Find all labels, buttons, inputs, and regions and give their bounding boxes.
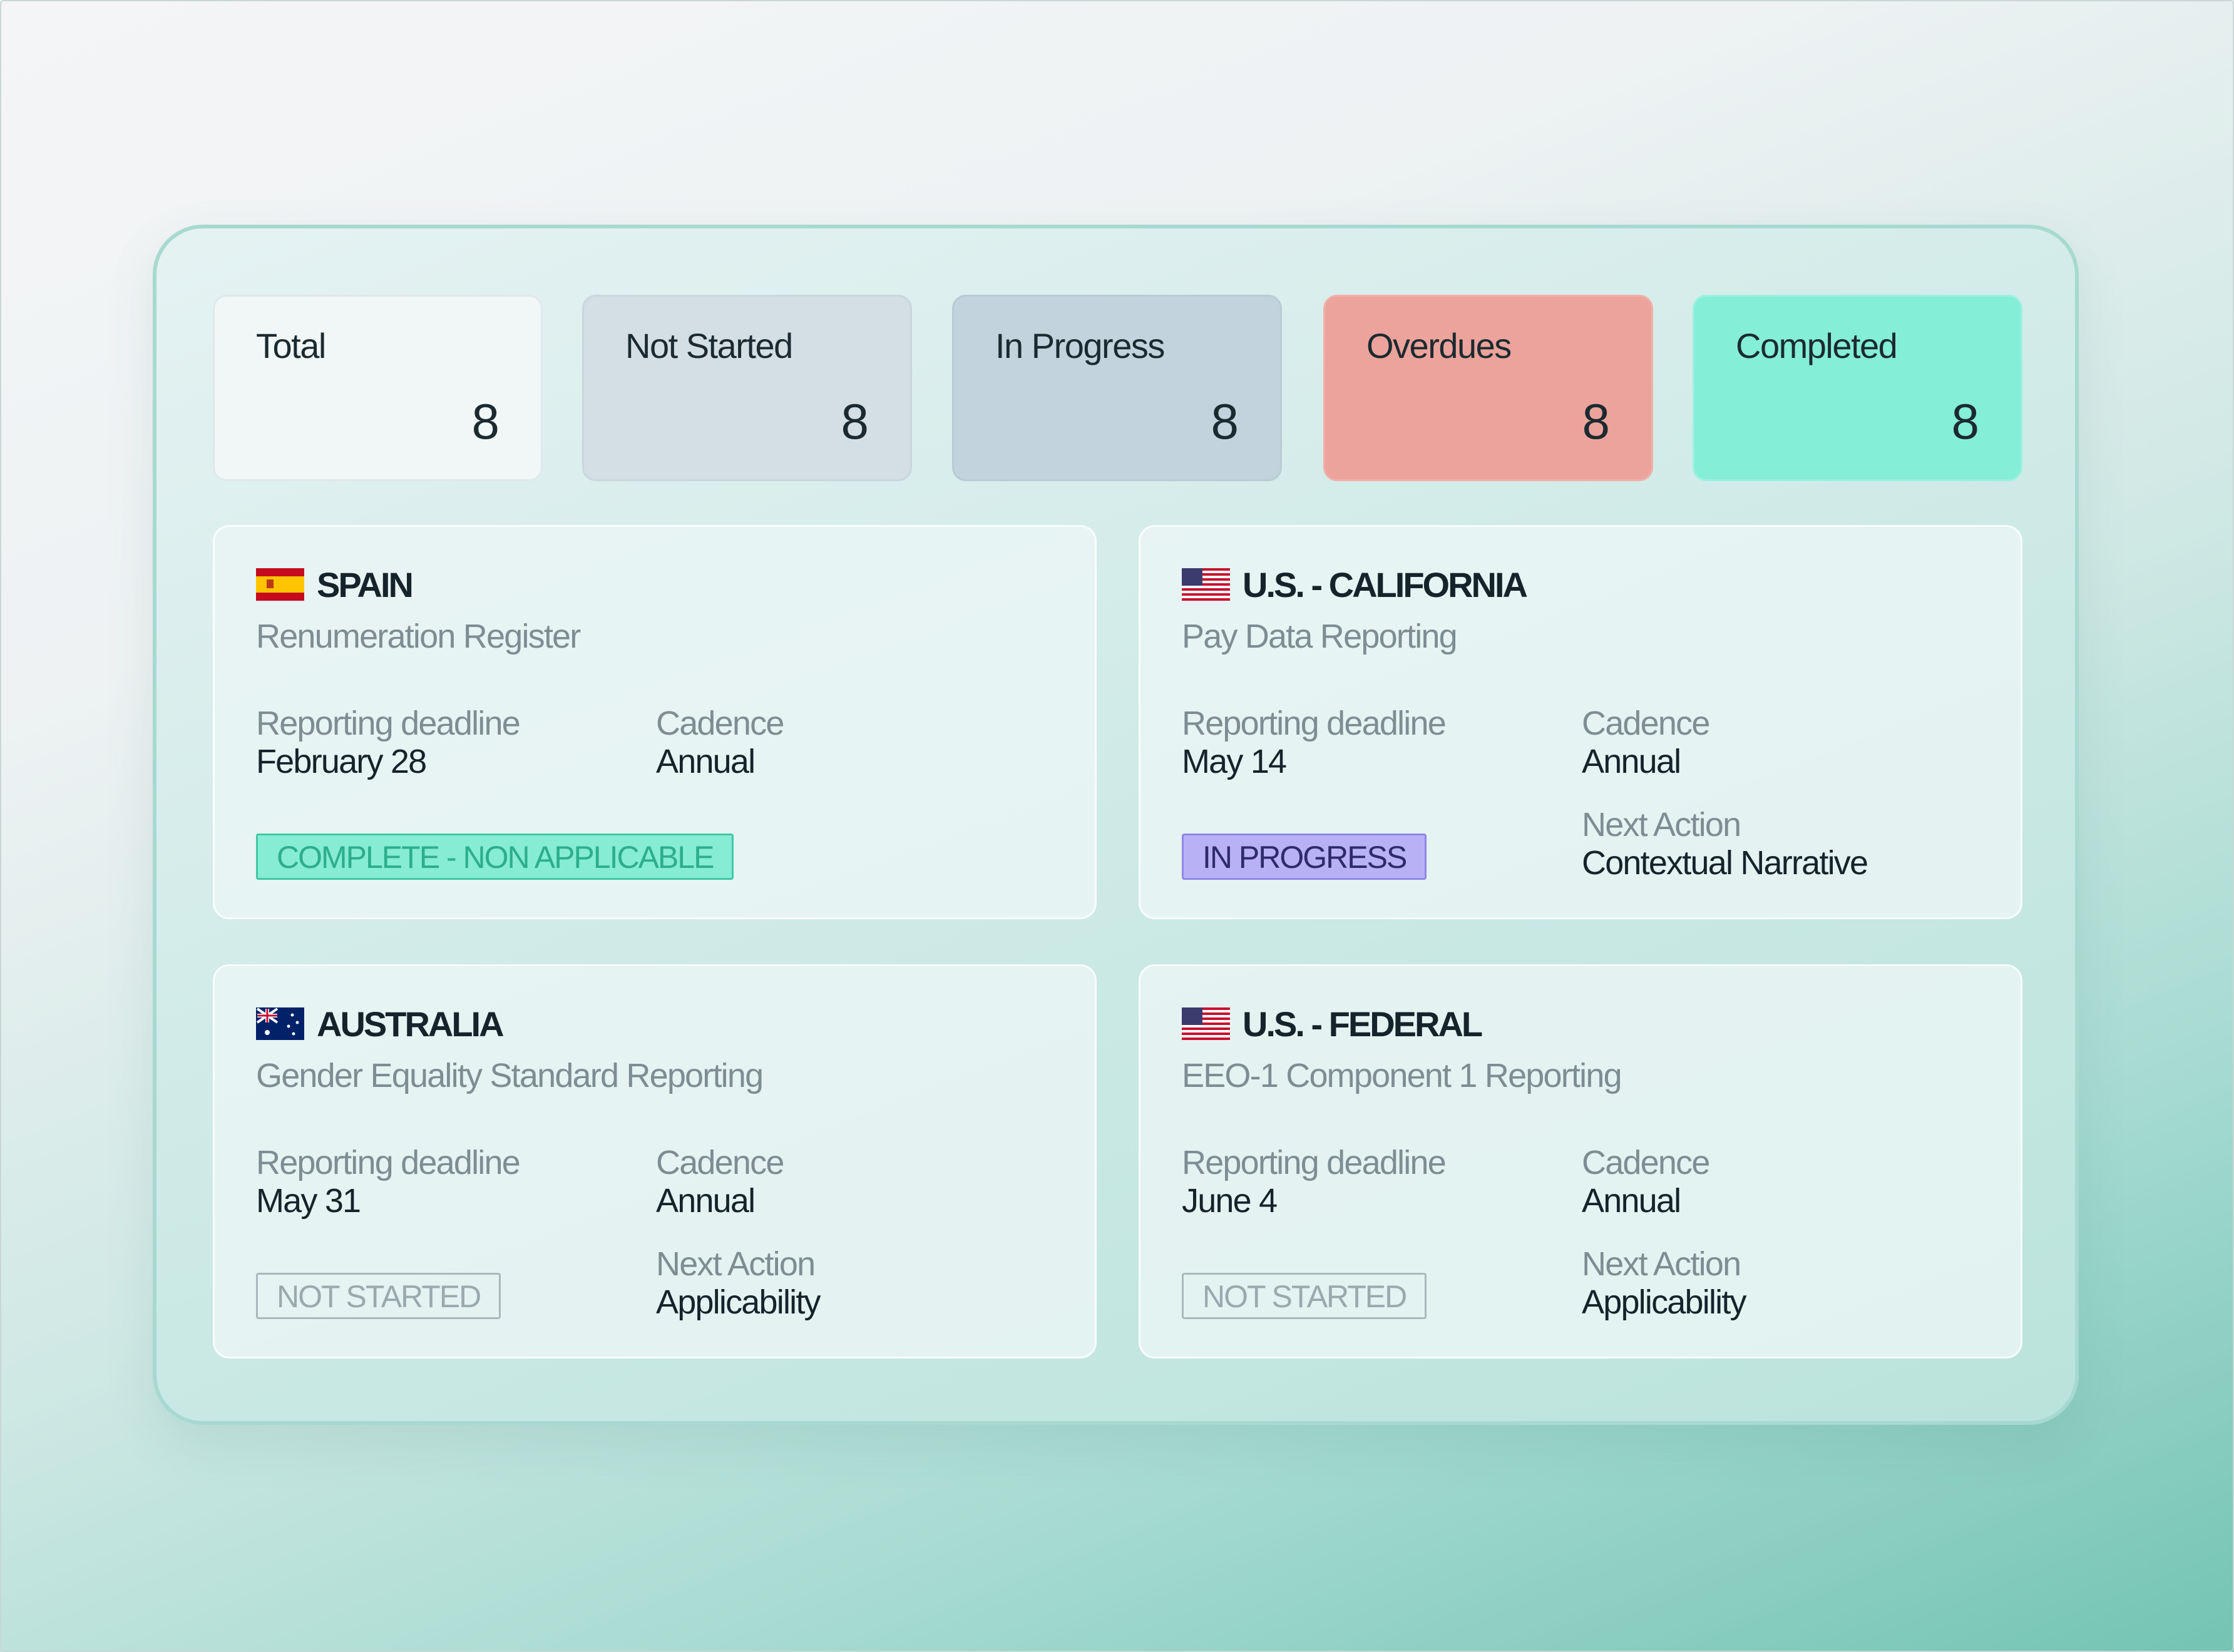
cadence-label: Cadence (656, 1144, 784, 1181)
spain-flag-icon (256, 568, 304, 601)
cadence-value: Annual (1582, 743, 1681, 780)
stat-label: In Progress (995, 326, 1165, 365)
stat-label: Total (256, 326, 326, 365)
next-action-label: Next Action (656, 1245, 816, 1283)
stat-count: 8 (471, 394, 500, 449)
stat-label: Overdues (1366, 326, 1512, 365)
stat-not-started[interactable]: Not Started 8 (582, 295, 912, 481)
stat-label: Not Started (625, 326, 793, 365)
next-action-label: Next Action (1582, 806, 1741, 844)
stat-count: 8 (1582, 394, 1611, 449)
card-program: EEO-1 Component 1 Reporting (1182, 1057, 1622, 1094)
status-badge: IN PROGRESS (1182, 834, 1427, 880)
cadence-value: Annual (656, 743, 756, 780)
cadence-label: Cadence (1582, 1144, 1710, 1181)
cadence-value: Annual (656, 1182, 756, 1220)
card-country: U.S. - CALIFORNIA (1243, 565, 1528, 604)
next-action-value: Applicability (1582, 1283, 1747, 1321)
deadline-label: Reporting deadline (256, 705, 521, 742)
stat-count: 8 (841, 394, 869, 449)
cadence-value: Annual (1582, 1182, 1681, 1220)
stat-overdues[interactable]: Overdues 8 (1323, 295, 1653, 481)
deadline-label: Reporting deadline (1182, 705, 1447, 742)
australia-flag-icon (256, 1007, 304, 1040)
deadline-value: February 28 (256, 743, 427, 780)
card-country: SPAIN (317, 565, 414, 604)
status-badge: NOT STARTED (1182, 1273, 1427, 1319)
deadline-value: May 14 (1182, 743, 1287, 780)
compliance-card-us-federal[interactable]: U.S. - FEDERAL EEO-1 Component 1 Reporti… (1139, 964, 2022, 1359)
card-country: U.S. - FEDERAL (1243, 1004, 1483, 1044)
status-badge: NOT STARTED (256, 1273, 501, 1319)
card-program: Renumeration Register (256, 618, 581, 655)
stat-count: 8 (1951, 394, 1980, 449)
deadline-value: June 4 (1182, 1182, 1278, 1220)
stat-label: Completed (1736, 326, 1898, 365)
status-badge: COMPLETE - NON APPLICABLE (256, 834, 734, 880)
stat-completed[interactable]: Completed 8 (1693, 295, 2022, 481)
deadline-value: May 31 (256, 1182, 361, 1220)
compliance-card-us-california[interactable]: U.S. - CALIFORNIA Pay Data Reporting Rep… (1139, 525, 2022, 919)
next-action-value: Applicability (656, 1283, 821, 1321)
cadence-label: Cadence (1582, 705, 1710, 742)
stat-in-progress[interactable]: In Progress 8 (952, 295, 1282, 481)
us-flag-icon (1182, 568, 1230, 601)
stat-count: 8 (1211, 394, 1239, 449)
deadline-label: Reporting deadline (1182, 1144, 1447, 1181)
compliance-card-australia[interactable]: AUSTRALIA Gender Equality Standard Repor… (213, 964, 1097, 1359)
card-program: Gender Equality Standard Reporting (256, 1057, 764, 1094)
us-flag-icon (1182, 1007, 1230, 1040)
next-action-value: Contextual Narrative (1582, 844, 1868, 882)
card-program: Pay Data Reporting (1182, 618, 1458, 655)
next-action-label: Next Action (1582, 1245, 1741, 1283)
deadline-label: Reporting deadline (256, 1144, 521, 1181)
stat-total[interactable]: Total 8 (213, 295, 543, 481)
compliance-card-spain[interactable]: SPAIN Renumeration Register Reporting de… (213, 525, 1097, 919)
cadence-label: Cadence (656, 705, 784, 742)
card-country: AUSTRALIA (317, 1004, 505, 1044)
